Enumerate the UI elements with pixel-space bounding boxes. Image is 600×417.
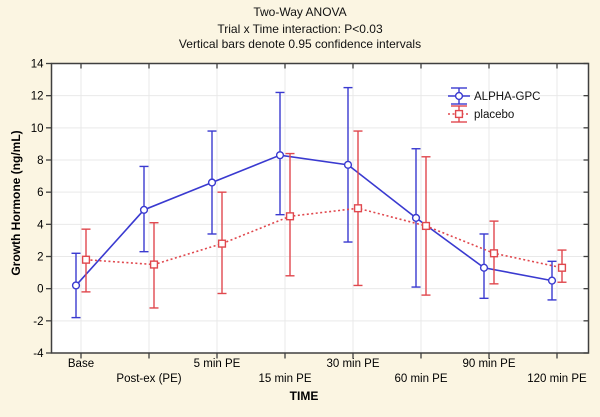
chart-title: Two-Way ANOVA xyxy=(253,5,347,19)
svg-text:15 min PE: 15 min PE xyxy=(258,373,311,385)
plot-area xyxy=(51,63,589,353)
svg-text:6: 6 xyxy=(37,187,43,199)
svg-text:8: 8 xyxy=(37,155,43,167)
chart-title-block: Two-Way ANOVA Trial x Time interaction: … xyxy=(0,5,600,52)
legend: ALPHA-GPC placebo xyxy=(448,87,540,123)
svg-text:Base: Base xyxy=(68,358,94,370)
legend-entry-alpha-gpc: ALPHA-GPC xyxy=(448,87,540,105)
series-alpha-gpc xyxy=(71,86,557,319)
svg-text:placebo: placebo xyxy=(474,109,514,121)
svg-text:120 min PE: 120 min PE xyxy=(527,373,587,385)
svg-text:ALPHA-GPC: ALPHA-GPC xyxy=(474,91,540,103)
chart-subtitle-interaction: Trial x Time interaction: P<0.03 xyxy=(217,22,383,36)
x-tick-labels: Base Post-ex (PE) 5 min PE 15 min PE 30 min … xyxy=(68,358,587,385)
svg-text:12: 12 xyxy=(31,91,44,103)
svg-text:60 min PE: 60 min PE xyxy=(394,373,447,385)
svg-text:-4: -4 xyxy=(33,348,44,360)
chart-subtitle-ci-note: Vertical bars denote 0.95 confidence int… xyxy=(178,37,422,51)
svg-text:Post-ex (PE): Post-ex (PE) xyxy=(116,373,181,385)
svg-text:-2: -2 xyxy=(33,316,43,328)
y-axis-title: Growth Hormone (ng/mL) xyxy=(9,130,23,275)
axis-ticks xyxy=(46,62,589,359)
svg-text:10: 10 xyxy=(31,123,44,135)
x-axis-title: TIME xyxy=(290,389,319,403)
svg-text:14: 14 xyxy=(31,59,44,71)
series-placebo xyxy=(81,130,567,309)
svg-text:5 min PE: 5 min PE xyxy=(194,358,241,370)
svg-text:90 min PE: 90 min PE xyxy=(462,358,515,370)
svg-text:30 min PE: 30 min PE xyxy=(326,358,379,370)
y-tick-labels: -4 -2 0 2 4 6 8 10 12 14 xyxy=(31,59,44,361)
svg-text:2: 2 xyxy=(37,252,43,264)
svg-text:0: 0 xyxy=(37,284,43,296)
plot-border xyxy=(50,62,590,354)
svg-text:4: 4 xyxy=(37,219,44,231)
legend-entry-placebo: placebo xyxy=(448,105,514,123)
